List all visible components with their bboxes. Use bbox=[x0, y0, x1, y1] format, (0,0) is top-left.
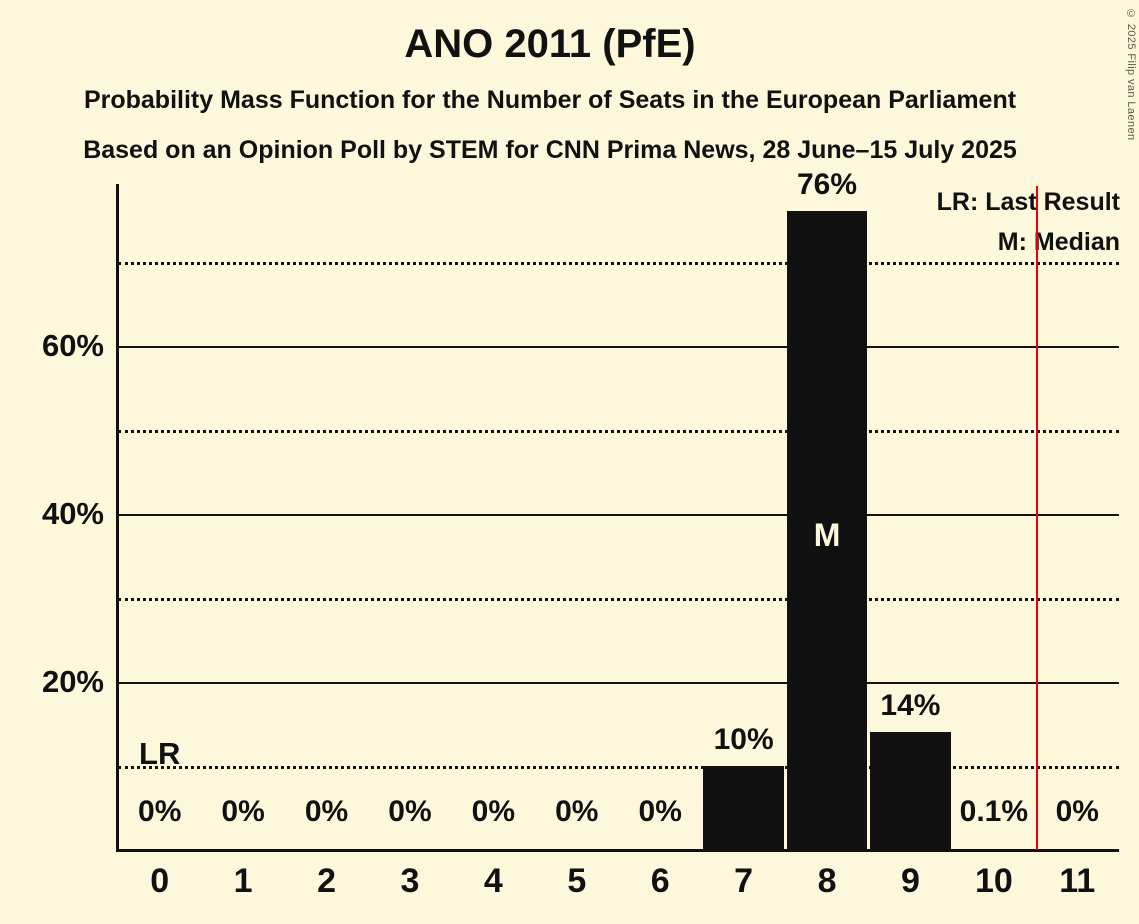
last-result-marker-line bbox=[1035, 186, 1038, 850]
median-marker-label: M bbox=[813, 516, 841, 553]
bar-value-label: 0% bbox=[304, 795, 349, 828]
gridline-major bbox=[118, 513, 1119, 516]
bar-value-label: 0% bbox=[471, 795, 516, 828]
bar-value-label: 0% bbox=[1055, 795, 1099, 828]
x-axis-tick-label: 11 bbox=[1059, 862, 1096, 900]
copyright-notice: © 2025 Filip van Laenen bbox=[1125, 8, 1137, 141]
x-axis-tick-label: 1 bbox=[233, 862, 253, 900]
bar[interactable] bbox=[786, 211, 868, 850]
x-axis-tick-label: 2 bbox=[317, 862, 336, 900]
chart-subtitle-primary: Probability Mass Function for the Number… bbox=[83, 86, 1017, 114]
bar-value-label: 0.1% bbox=[959, 795, 1029, 828]
gridline-major bbox=[118, 345, 1119, 348]
bar-value-label: 0% bbox=[555, 795, 599, 828]
legend-item-median: M: Median bbox=[997, 228, 1120, 256]
bar-value-label: 0% bbox=[388, 795, 432, 828]
y-axis-line bbox=[116, 184, 119, 852]
bar[interactable] bbox=[953, 849, 1035, 850]
plot-area bbox=[118, 186, 1119, 850]
y-axis-tick-label: 40% bbox=[41, 495, 104, 531]
x-axis-tick-label: 8 bbox=[817, 862, 837, 900]
bar-value-label: 0% bbox=[638, 795, 682, 828]
bar-value-label: 14% bbox=[880, 689, 941, 723]
x-axis-tick-label: 0 bbox=[150, 862, 170, 900]
page-title: ANO 2011 (PfE) bbox=[404, 22, 696, 66]
gridline-major bbox=[118, 681, 1119, 684]
x-axis-tick-label: 4 bbox=[483, 862, 503, 900]
last-result-marker-label: LR bbox=[139, 735, 181, 771]
x-axis-tick-label: 10 bbox=[974, 862, 1013, 900]
bar-value-label: 10% bbox=[713, 722, 774, 756]
bar-value-label: 76% bbox=[797, 168, 858, 202]
gridline-minor bbox=[118, 261, 1119, 265]
x-axis-tick-label: 3 bbox=[400, 862, 420, 900]
x-axis-tick-label: 5 bbox=[567, 862, 587, 900]
bar-value-label: 0% bbox=[221, 795, 265, 828]
gridline-minor bbox=[118, 765, 1119, 769]
bar-value-label: 0% bbox=[138, 795, 182, 828]
x-axis-tick-label: 9 bbox=[900, 862, 920, 900]
y-axis-tick-label: 60% bbox=[41, 327, 104, 363]
y-axis-tick-label: 20% bbox=[41, 663, 104, 699]
gridline-minor bbox=[118, 597, 1119, 601]
x-axis-tick-label: 7 bbox=[734, 862, 754, 900]
x-axis-line bbox=[116, 849, 1119, 852]
chart-legend: LR: Last Result M: Median bbox=[937, 182, 1120, 262]
bar[interactable] bbox=[870, 732, 951, 850]
x-axis-tick-label: 6 bbox=[650, 862, 670, 900]
legend-item-last-result: LR: Last Result bbox=[936, 188, 1120, 216]
bar[interactable] bbox=[703, 765, 784, 850]
chart-subtitle-source: Based on an Opinion Poll by STEM for CNN… bbox=[83, 136, 1017, 164]
gridline-minor bbox=[118, 429, 1119, 433]
